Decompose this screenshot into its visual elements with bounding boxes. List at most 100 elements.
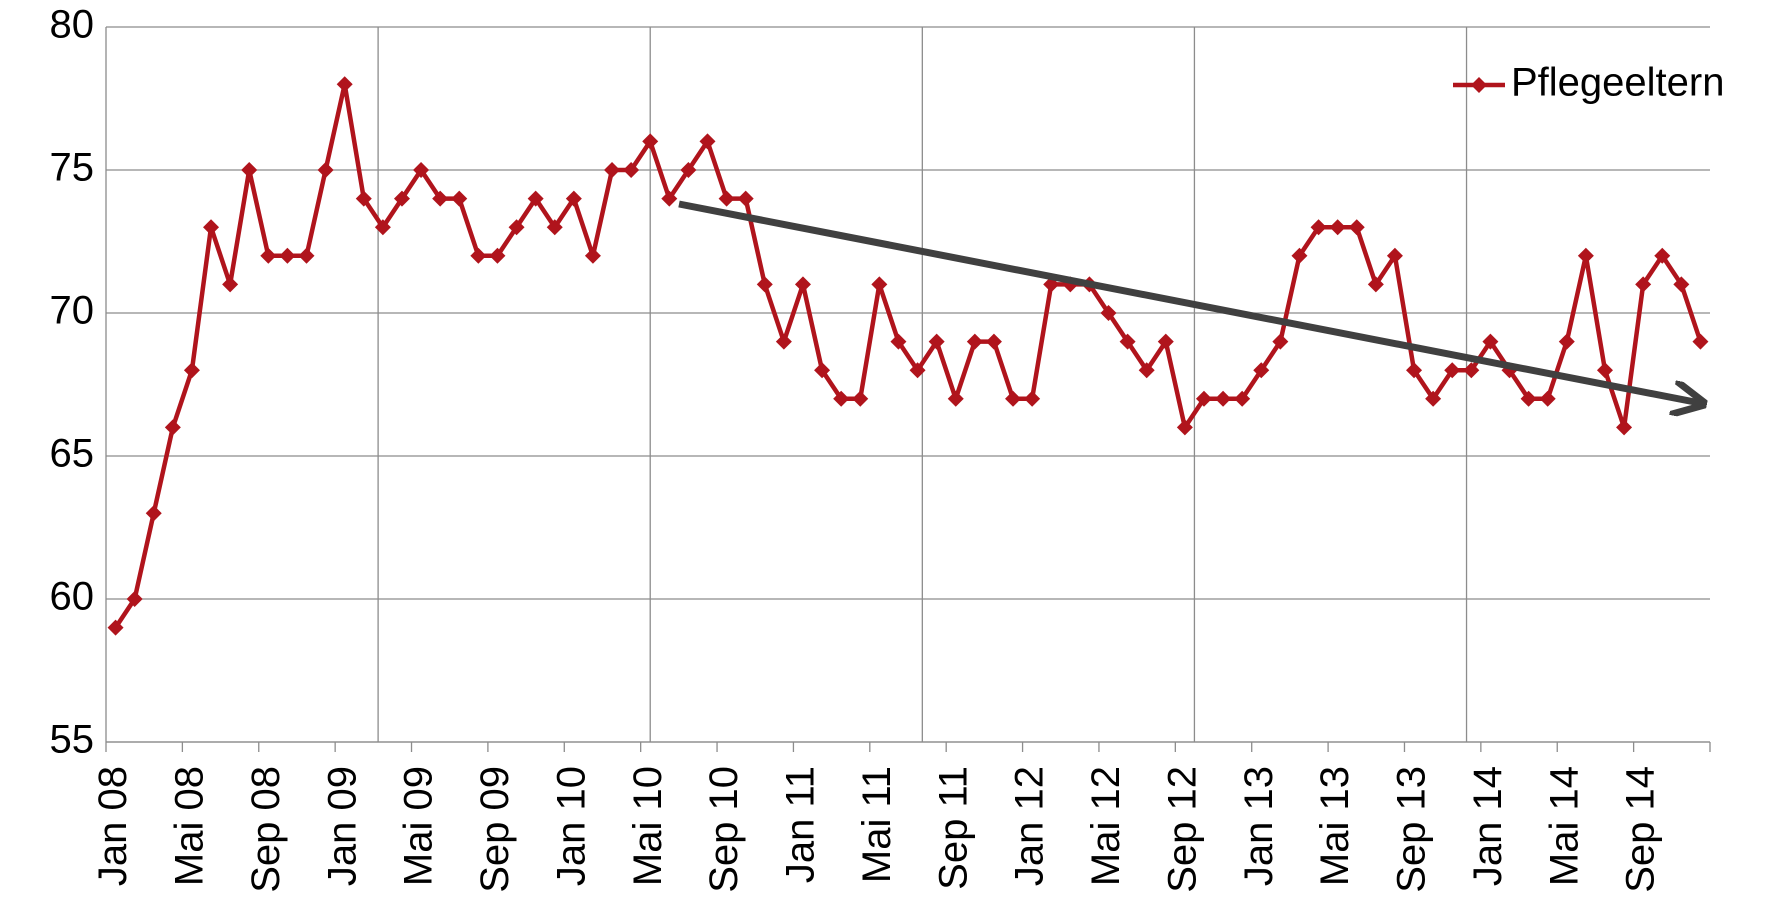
data-point [183, 362, 200, 379]
y-tick-label: 65 [50, 432, 95, 476]
data-point [1024, 390, 1041, 407]
data-point [126, 591, 143, 607]
data-point [1482, 333, 1499, 350]
x-tick-label: Sep 11 [931, 766, 975, 890]
legend-label: Pflegeeltern [1511, 61, 1724, 105]
data-point [814, 362, 831, 379]
data-point [1635, 276, 1652, 293]
x-tick-label: Mai 10 [626, 766, 670, 886]
data-point [1272, 333, 1289, 350]
data-point [279, 247, 296, 264]
data-point [737, 190, 754, 207]
data-point [642, 133, 659, 150]
data-point [470, 247, 487, 264]
data-point [451, 190, 468, 207]
data-point [1577, 247, 1594, 264]
x-tick-label: Mai 14 [1542, 766, 1586, 886]
y-tick-label: 80 [50, 3, 95, 47]
data-point [1406, 362, 1423, 379]
y-tick-label: 60 [50, 575, 95, 619]
data-point [718, 190, 735, 207]
data-point [1157, 333, 1174, 350]
data-point [699, 133, 716, 150]
x-tick-label: Sep 10 [702, 766, 746, 893]
data-point [1234, 390, 1251, 407]
data-point [1100, 305, 1117, 321]
x-tick-label: Jan 13 [1237, 766, 1281, 886]
data-point [1348, 219, 1365, 236]
data-point [260, 247, 277, 264]
x-tick-label: Jan 10 [549, 766, 593, 886]
data-point [604, 162, 621, 178]
data-point [1215, 390, 1232, 407]
data-point [623, 162, 640, 178]
data-point [336, 76, 353, 93]
data-point [1310, 219, 1327, 236]
x-tick-label: Mai 08 [167, 766, 211, 886]
data-point [1367, 276, 1384, 293]
x-tick-label: Jan 11 [779, 766, 823, 883]
data-point [413, 162, 430, 178]
legend-marker [1471, 77, 1487, 93]
data-point [164, 419, 181, 436]
x-tick-label: Jan 14 [1466, 766, 1510, 886]
data-point [355, 190, 372, 207]
data-point [928, 333, 945, 350]
data-point [1005, 390, 1022, 407]
data-point [222, 276, 239, 293]
data-point [680, 162, 697, 178]
data-point [432, 190, 449, 207]
data-point [1138, 362, 1155, 379]
data-point [852, 390, 869, 407]
x-tick-label: Mai 13 [1313, 766, 1357, 886]
data-point [871, 276, 888, 293]
data-point [1386, 247, 1403, 264]
data-point [947, 390, 964, 407]
data-point [298, 247, 315, 264]
data-point [1329, 219, 1346, 236]
data-point [203, 219, 220, 236]
data-point [1444, 362, 1461, 379]
data-point [1253, 362, 1270, 379]
data-point [1616, 419, 1633, 436]
data-point [833, 390, 850, 407]
x-tick-label: Jan 08 [91, 766, 135, 886]
data-point [584, 247, 601, 264]
y-tick-label: 75 [50, 146, 95, 190]
data-point [1119, 333, 1136, 350]
data-point [890, 333, 907, 350]
x-tick-label: Mai 09 [397, 766, 441, 886]
x-tick-label: Sep 12 [1160, 766, 1204, 893]
x-tick-label: Sep 14 [1619, 766, 1663, 893]
data-point [756, 276, 773, 293]
data-point [1596, 362, 1613, 379]
data-point [794, 276, 811, 293]
data-point [985, 333, 1002, 350]
y-tick-label: 70 [50, 289, 95, 333]
data-point [1176, 419, 1193, 436]
data-point [1463, 362, 1480, 379]
data-point [1425, 390, 1442, 407]
x-tick-label: Sep 08 [244, 766, 288, 893]
x-tick-label: Mai 12 [1084, 766, 1128, 886]
data-point [1520, 390, 1537, 407]
vertical-grid [377, 27, 1468, 742]
x-tick-label: Jan 12 [1008, 766, 1052, 886]
data-point [145, 505, 162, 522]
data-point [393, 190, 410, 207]
data-point [1673, 276, 1690, 293]
data-point [565, 190, 582, 207]
trend-arrow [678, 200, 1700, 403]
data-point [1558, 333, 1575, 350]
data-point [775, 333, 792, 350]
x-tick-label: Jan 09 [320, 766, 364, 886]
data-point [1539, 390, 1556, 407]
data-point [489, 247, 506, 264]
data-point [1654, 247, 1671, 264]
data-point [241, 162, 258, 178]
data-point [1692, 333, 1709, 350]
data-point [966, 333, 983, 350]
data-point [317, 162, 334, 178]
y-tick-label: 55 [50, 718, 95, 762]
